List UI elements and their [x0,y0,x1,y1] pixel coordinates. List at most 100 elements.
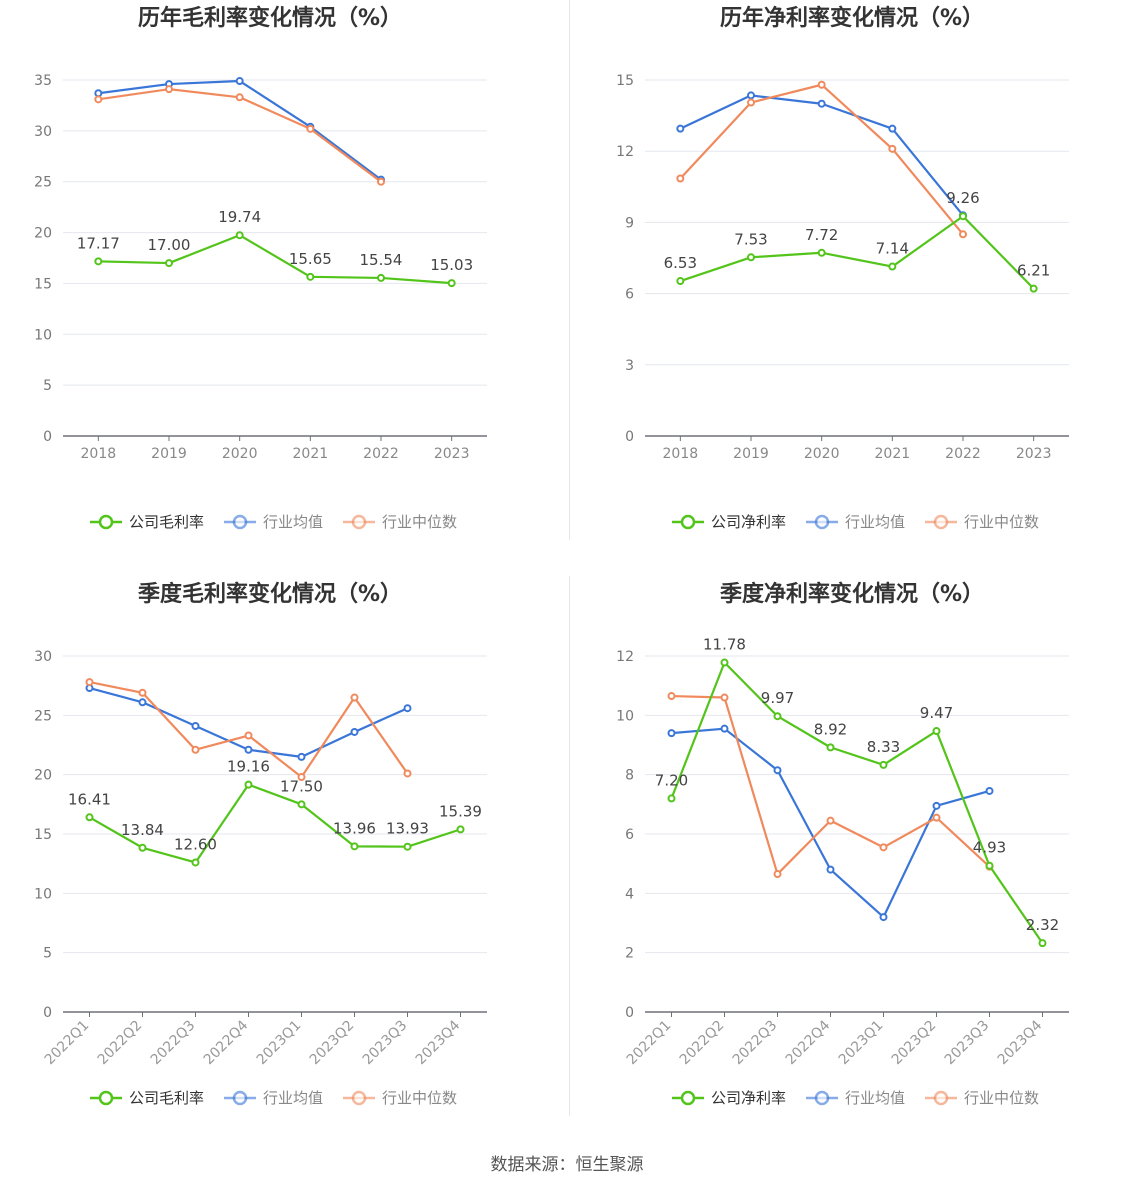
data-point [667,692,676,701]
data-label: 13.84 [121,821,164,839]
data-label: 7.53 [734,230,767,248]
data-label: 13.93 [386,820,429,838]
y-tick-label: 30 [34,124,52,140]
series-line [88,783,461,864]
data-label: 7.20 [655,771,688,789]
y-tick-label: 20 [34,768,52,784]
legend-label: 行业中位数 [964,1089,1039,1107]
x-tick-label: 2022Q3 [730,1018,781,1069]
data-label: 2.32 [1026,916,1059,934]
data-point [932,801,941,810]
data-point [297,752,306,761]
legend-marker [814,1090,830,1106]
data-point [403,769,412,778]
legend-label: 行业中位数 [382,513,457,531]
y-tick-label: 10 [34,886,52,902]
data-point [888,144,897,153]
y-tick-label: 0 [625,1005,634,1021]
y-tick-label: 9 [625,215,634,231]
data-point [456,825,465,834]
y-tick-label: 35 [34,73,52,89]
data-point [350,842,359,851]
data-point [676,174,685,183]
data-point [306,272,315,281]
chart-quarterly-gross-margin: 季度毛利率变化情况（%） 0 5 10 15 20 25 30 2022Q1 2022Q2 2022… [0,576,567,1152]
y-tick-label: 20 [34,226,52,242]
y-tick-label: 6 [625,287,634,303]
data-point [297,773,306,782]
chart-title: 季度毛利率变化情况（%） [138,581,402,607]
y-tick-label: 0 [43,429,52,445]
data-point [191,722,200,731]
chart-title: 历年毛利率变化情况（%） [138,5,402,31]
legend-marker [933,1090,949,1106]
x-tick-label: 2022Q4 [783,1017,834,1068]
y-tick-label: 0 [625,429,634,445]
data-point [747,91,755,100]
data-label: 7.14 [876,240,909,258]
data-point [94,257,103,266]
data-point [138,688,147,697]
y-tick-label: 10 [34,327,52,343]
y-tick-label: 8 [625,768,634,784]
vertical-divider-bottom [569,576,570,1116]
legend-marker [680,514,696,530]
x-tick-label: 2019 [733,446,769,462]
data-point [826,865,835,874]
x-tick-label: 2021 [293,446,329,462]
data-point [879,913,888,922]
data-point [773,766,782,775]
chart-svg: 历年净利率变化情况（%） 0 3 6 9 12 15 2018 2019 2020 2021 2022… [616,5,1069,531]
x-tick-label: 2021 [875,446,911,462]
x-tick-label: 2022 [363,446,399,462]
legend-marker [351,1090,367,1106]
data-point [879,760,888,769]
data-point [817,99,826,108]
data-label: 9.97 [761,689,794,707]
data-label: 11.78 [703,636,746,654]
vertical-divider-top [569,0,570,540]
data-point [932,727,941,736]
legend-label: 行业中位数 [964,513,1039,531]
legend-label: 行业中位数 [382,1089,457,1107]
data-label: 16.41 [68,790,111,808]
x-tick-label: 2023Q1 [254,1018,305,1069]
data-label: 17.17 [77,234,120,252]
x-tick-label: 2022Q4 [201,1017,252,1068]
data-label: 15.03 [430,256,473,274]
legend-label: 公司毛利率 [129,513,204,531]
y-tick-label: 6 [625,827,634,843]
x-tick-label: 2023Q3 [942,1018,993,1069]
data-point [235,93,244,102]
y-tick-label: 10 [616,708,634,724]
x-tick-label: 2023Q1 [836,1018,887,1069]
data-label: 6.53 [664,254,697,272]
data-label: 8.92 [814,720,847,738]
data-point [676,277,685,286]
data-label: 15.54 [360,251,403,269]
data-point [826,743,835,752]
series-line [670,661,1044,944]
data-label: 4.93 [973,839,1006,857]
data-point [377,177,385,186]
x-tick-label: 2020 [222,446,258,462]
data-point [826,816,835,825]
legend-marker [351,514,367,530]
data-label: 9.26 [946,189,979,207]
x-tick-label: 2022 [945,446,981,462]
data-label: 13.96 [333,819,376,837]
data-point [817,80,826,89]
x-tick-label: 2018 [663,446,699,462]
legend-marker [814,514,830,530]
x-tick-label: 2022Q1 [42,1018,93,1069]
legend-marker [98,514,114,530]
data-label: 19.74 [218,208,261,226]
data-point [985,861,994,870]
legend-label: 行业均值 [845,1089,905,1107]
data-point [720,693,729,702]
data-label: 6.21 [1017,262,1050,280]
legend-label: 公司净利率 [711,1089,786,1107]
x-tick-label: 2023Q4 [413,1017,464,1068]
